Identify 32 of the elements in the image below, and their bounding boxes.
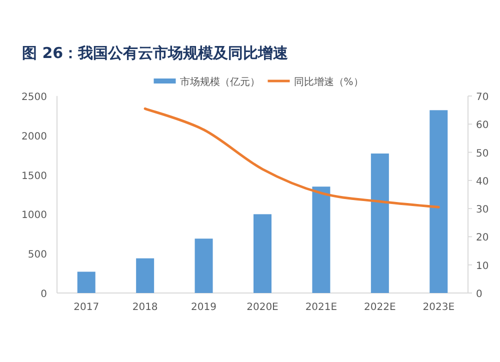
y2-tick-label: 30 [476, 204, 489, 216]
y-tick-label: 2000 [22, 131, 47, 142]
y-tick-label: 2500 [22, 92, 47, 103]
x-tick-label: 2023E [422, 302, 455, 313]
bar [77, 272, 96, 293]
y2-tick-label: 10 [476, 260, 489, 272]
y-tick-label: 1000 [22, 210, 47, 222]
line-series [144, 107, 440, 208]
x-tick-label: 2017 [74, 302, 100, 313]
legend-label: 同比增速（%） [294, 76, 364, 88]
bar [430, 110, 448, 293]
x-tick-label: 2022E [364, 302, 396, 313]
x-tick-label: 2019 [191, 302, 217, 313]
x-tick-label: 2020E [246, 302, 278, 313]
y-tick-label: 500 [28, 250, 47, 261]
y2-tick-label: 60 [476, 120, 489, 132]
x-tick-label: 2021E [305, 302, 338, 313]
bar [136, 258, 154, 293]
bar [254, 214, 272, 293]
y2-tick-label: 50 [476, 148, 489, 160]
bar [312, 186, 330, 293]
y2-tick-label: 0 [476, 289, 482, 300]
bar [194, 238, 213, 293]
y2-tick-label: 20 [476, 232, 489, 244]
y-tick-label: 1500 [22, 170, 47, 182]
x-tick-label: 2018 [132, 302, 158, 313]
y-tick-label: 0 [40, 289, 47, 300]
bar [370, 154, 389, 293]
y2-tick-label: 70 [476, 92, 489, 103]
y2-tick-label: 40 [476, 176, 489, 188]
chart-title: 图 26：我国公有云市场规模及同比增速 [22, 44, 290, 62]
legend-label: 市场规模（亿元） [180, 76, 260, 88]
